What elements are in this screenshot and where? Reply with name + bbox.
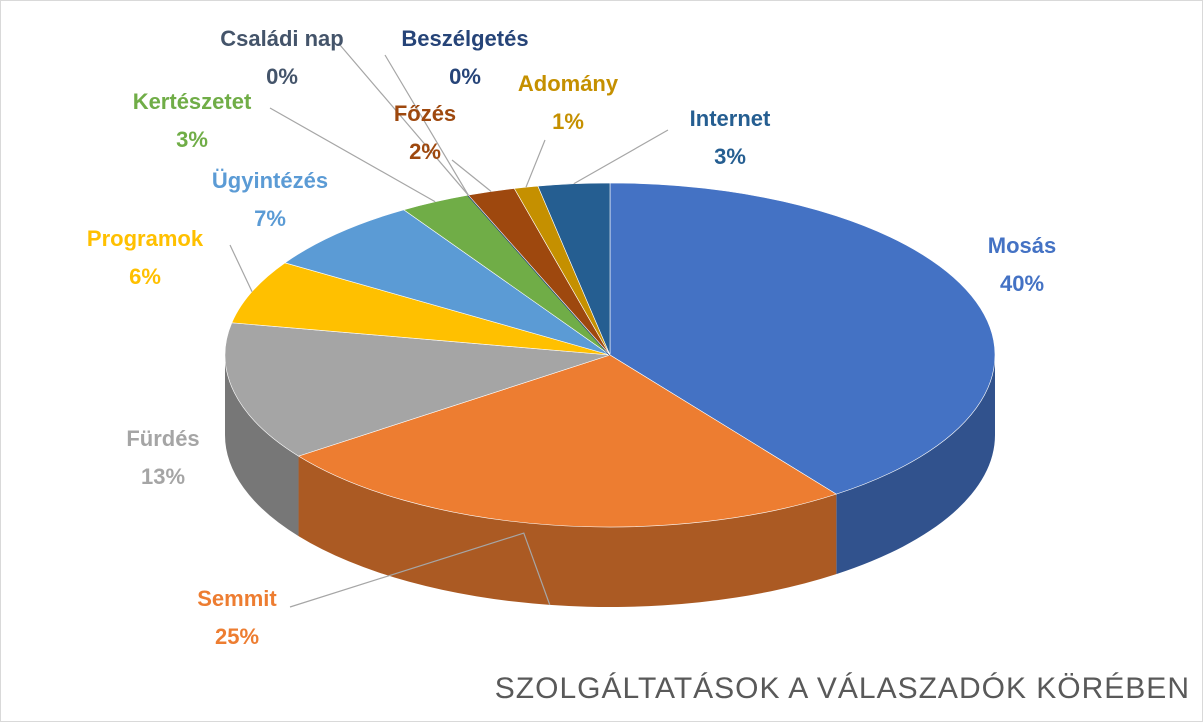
slice	[297, 354, 838, 528]
category-label: Internet	[690, 106, 771, 131]
category-label: Mosás	[988, 233, 1056, 258]
value-label: 40%	[1000, 271, 1044, 296]
value-label: 2%	[409, 139, 441, 164]
category-label: Családi nap	[220, 26, 343, 51]
category-label: Ügyintézés	[212, 168, 328, 193]
leader-line	[451, 159, 492, 192]
category-label: Főzés	[394, 101, 456, 126]
value-label: 0%	[266, 64, 298, 89]
category-label: Programok	[87, 226, 204, 251]
value-label: 6%	[129, 264, 161, 289]
leader-line	[384, 54, 469, 196]
chart-title: SZOLGÁLTATÁSOK A VÁLASZADÓK KÖRÉBEN	[495, 672, 1190, 705]
value-label: 1%	[552, 109, 584, 134]
slice	[609, 182, 996, 495]
value-label: 0%	[449, 64, 481, 89]
slice	[224, 322, 611, 457]
category-label: Adomány	[518, 71, 619, 96]
slice-side	[298, 456, 837, 607]
leader-line	[525, 139, 546, 188]
category-label: Beszélgetés	[401, 26, 528, 51]
slice-side	[225, 355, 299, 537]
leader-line	[339, 44, 469, 196]
leader-line	[573, 129, 669, 185]
labels: Mosás 40% Semmit 25% Fürdés 13% Programok 6% Ügy…	[87, 26, 1056, 649]
slice-side	[836, 355, 995, 575]
category-label: Fürdés	[126, 426, 199, 451]
slice	[231, 262, 611, 356]
value-label: 25%	[215, 624, 259, 649]
category-label: Semmit	[197, 586, 277, 611]
value-label: 7%	[254, 206, 286, 231]
value-label: 3%	[176, 127, 208, 152]
leader-line	[289, 532, 551, 608]
category-label: Kertészetet	[133, 89, 252, 114]
leader-line	[269, 107, 436, 203]
leader-line	[229, 244, 253, 292]
value-label: 3%	[714, 144, 746, 169]
pie-tops	[224, 182, 996, 528]
slice	[284, 209, 611, 356]
pie-walls	[225, 355, 995, 607]
value-label: 13%	[141, 464, 185, 489]
slice	[537, 182, 611, 356]
